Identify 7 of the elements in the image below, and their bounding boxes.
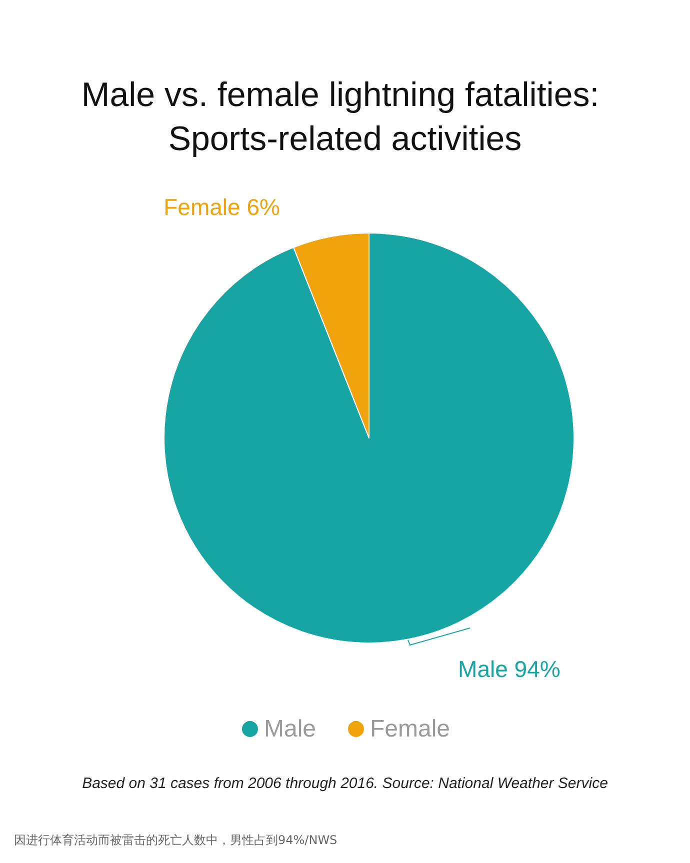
category-label: Female 6%: [164, 194, 280, 220]
chart-title: Male vs. female lightning fatalities: Sports-related activities: [81, 76, 609, 158]
legend-label: Male: [264, 716, 316, 742]
text: Based on 31 cases from 2006 through 2016. Source: National Weather Service: [82, 775, 608, 792]
legend-label: Female: [370, 716, 450, 742]
text: 因进行体育活动而被雷击的死亡人数中，男性占到94%/NWS: [14, 833, 338, 847]
category-label: Male 94%: [458, 656, 560, 682]
